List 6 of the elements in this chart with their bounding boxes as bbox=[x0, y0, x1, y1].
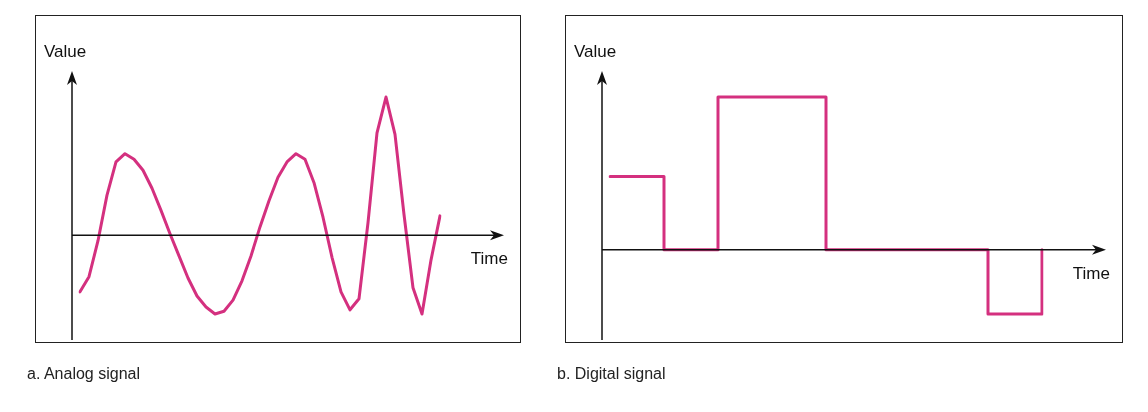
y-axis-title: Value bbox=[44, 42, 87, 61]
x-axis-title: Time bbox=[1072, 263, 1110, 283]
x-axis-title: Time bbox=[470, 249, 508, 269]
text: a. Analog signal bbox=[27, 365, 141, 383]
y-axis-title: Value bbox=[574, 42, 617, 61]
text: b. Digital signal bbox=[557, 365, 667, 383]
